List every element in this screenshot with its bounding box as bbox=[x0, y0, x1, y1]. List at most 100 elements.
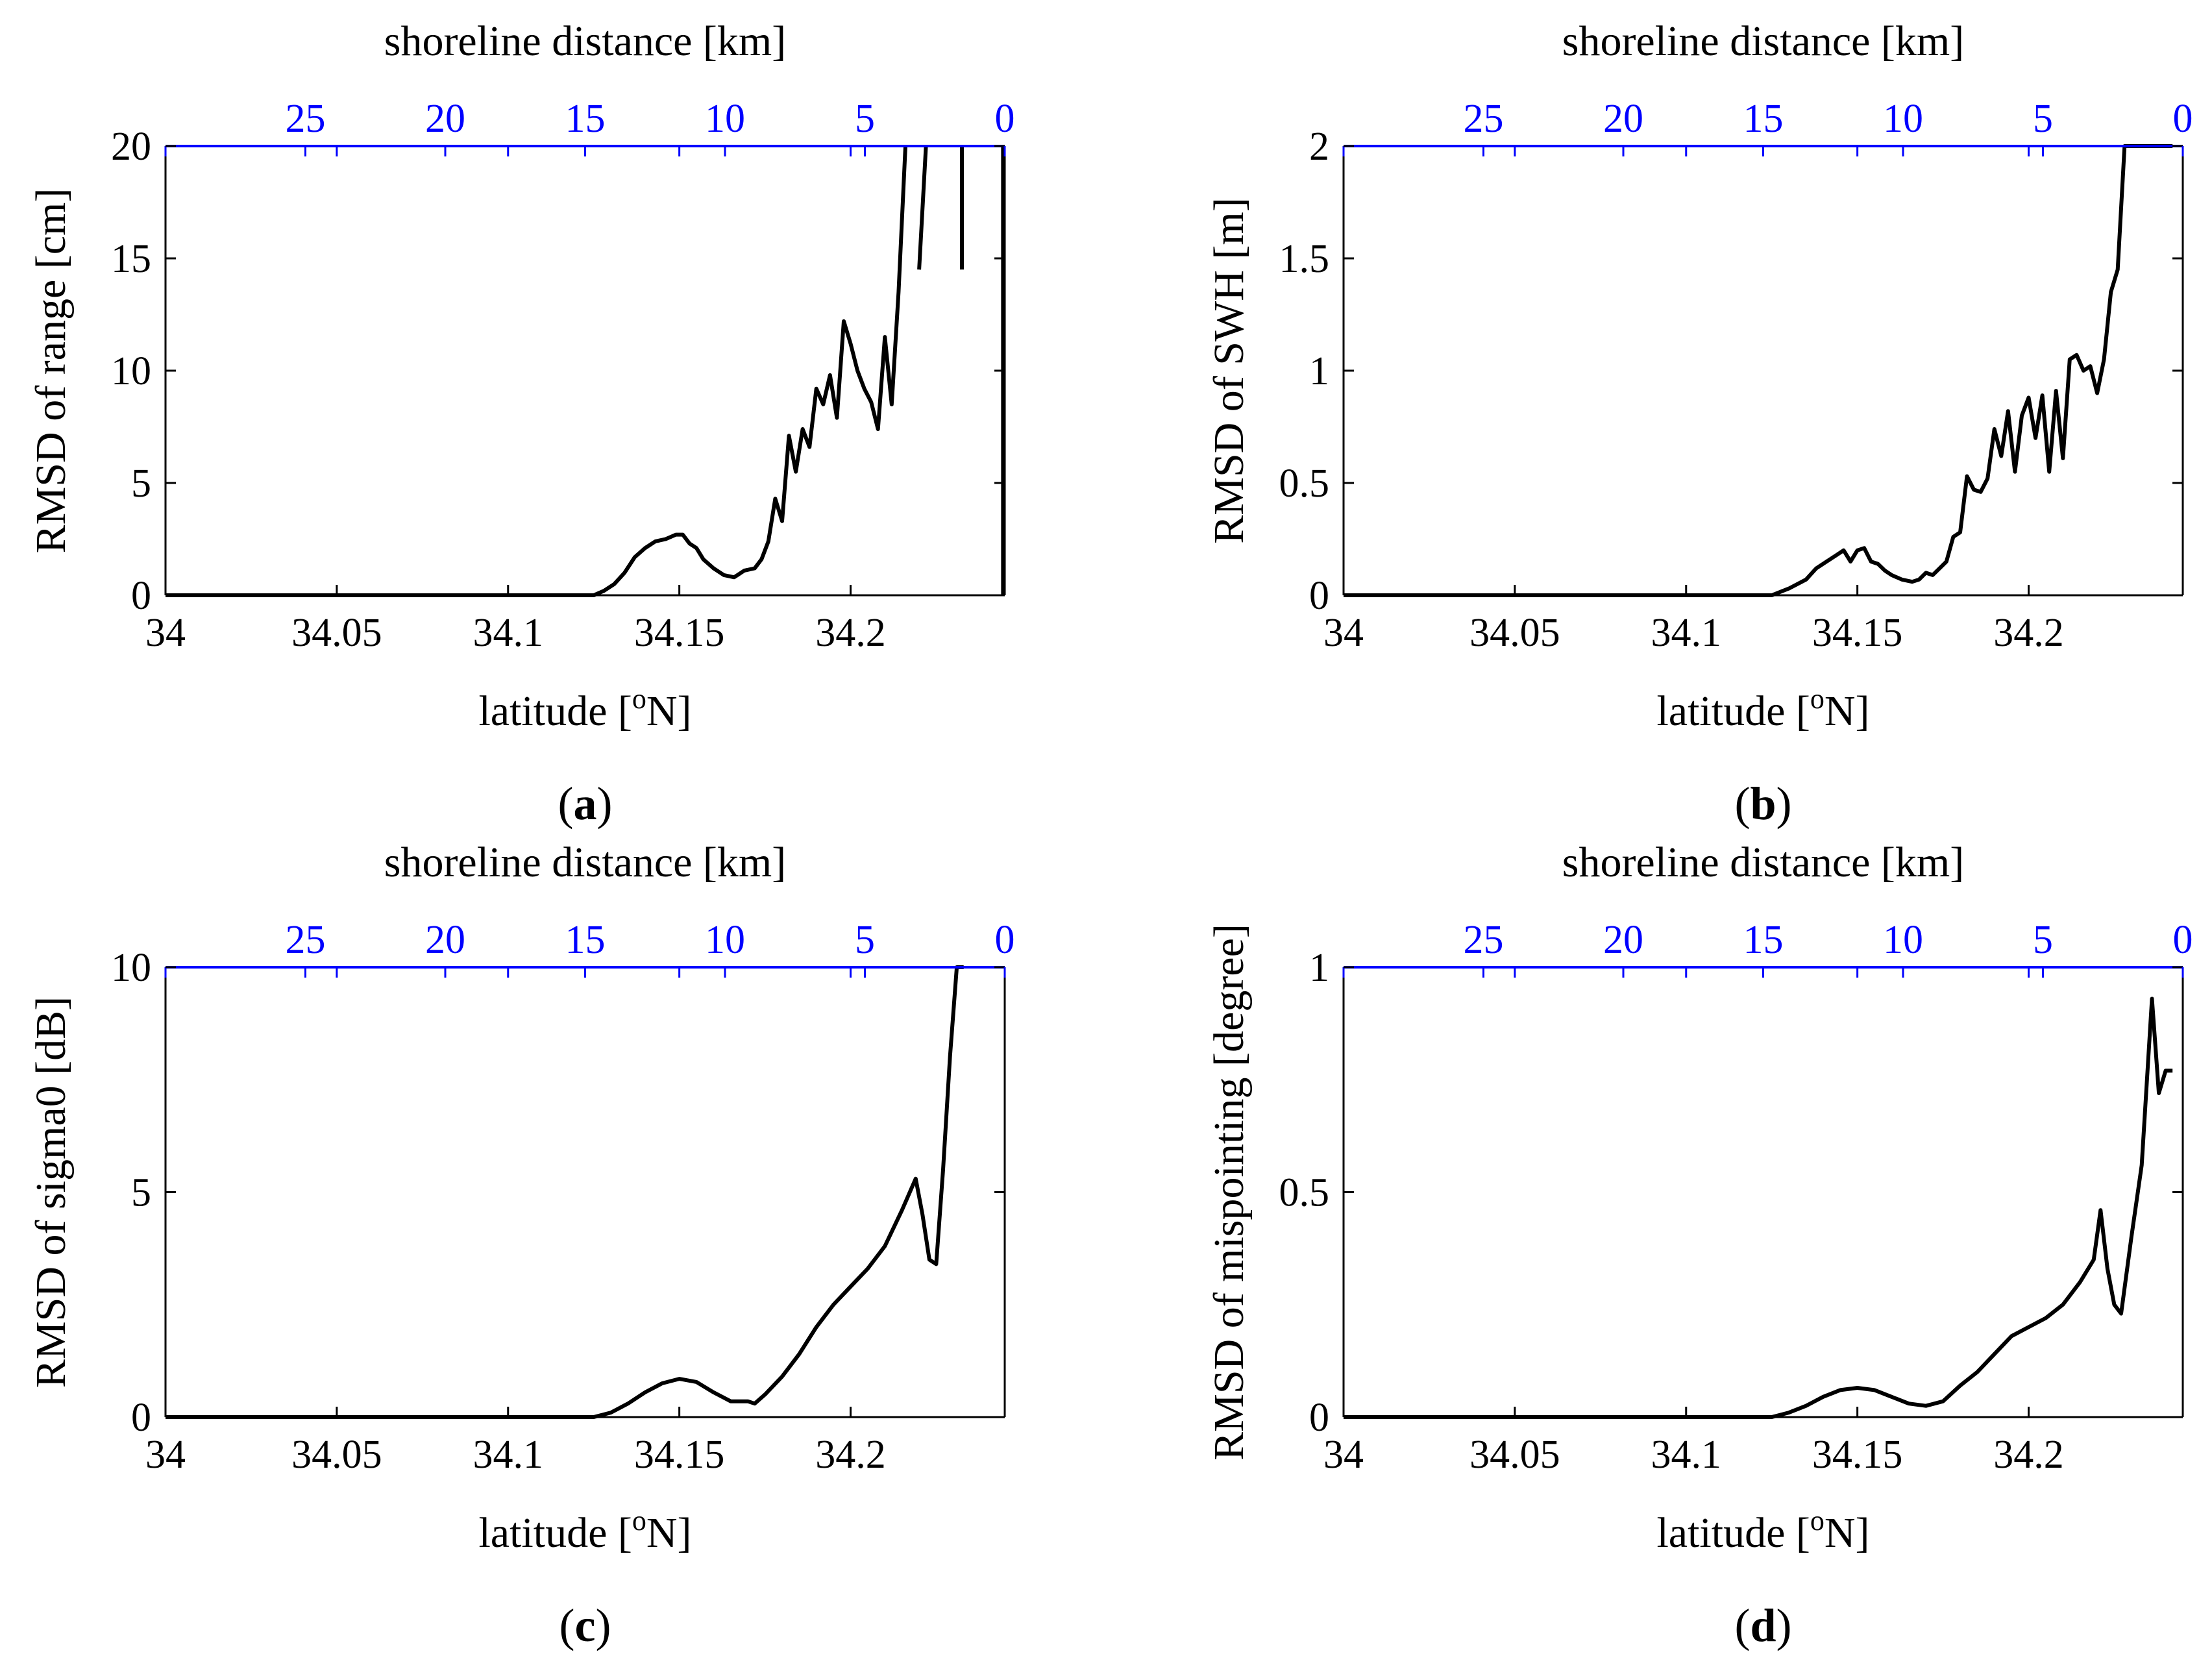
top-x-tick-label: 15 bbox=[1743, 918, 1784, 962]
x-axis-title-unit: N] bbox=[1825, 1509, 1870, 1557]
y-tick-label: 1 bbox=[1309, 946, 1329, 990]
x-axis-title: latitude [oN] bbox=[1656, 1505, 1869, 1557]
x-tick-label: 34.2 bbox=[815, 611, 886, 655]
y-tick-label: 0 bbox=[1309, 574, 1329, 618]
x-tick-label: 34.1 bbox=[1651, 1433, 1722, 1477]
panel-label-close: ) bbox=[1776, 778, 1792, 830]
series-line-RMSD of sigma0 bbox=[166, 965, 964, 1419]
y-tick-label: 15 bbox=[111, 237, 151, 281]
y-axis-title: RMSD of SWH [m] bbox=[1205, 197, 1253, 544]
top-x-tick-label: 25 bbox=[1464, 918, 1504, 962]
top-x-tick-label: 5 bbox=[2033, 918, 2053, 962]
y-tick-label: 10 bbox=[111, 349, 151, 393]
panel-label-open: ( bbox=[558, 778, 574, 830]
top-x-tick-label: 10 bbox=[705, 918, 745, 962]
y-tick-label: 0.5 bbox=[1279, 462, 1330, 506]
top-x-tick-label: 10 bbox=[1883, 918, 1923, 962]
y-tick-label: 2 bbox=[1309, 125, 1329, 169]
panel-label-open: ( bbox=[1734, 778, 1750, 830]
panel-label-open: ( bbox=[559, 1599, 575, 1651]
x-tick-label: 34 bbox=[145, 611, 186, 655]
panel-a: 34 34.05 34.1 34.15 34.2 0 5 10 15 20 25 20 15 10 5 0 sh… bbox=[27, 18, 1015, 830]
panel-label-letter: c bbox=[575, 1599, 596, 1651]
top-x-tick-label: 15 bbox=[565, 97, 606, 141]
top-axis-title: shoreline distance [km] bbox=[1562, 839, 1964, 886]
panel-label: (a) bbox=[558, 778, 613, 830]
panel-label: (c) bbox=[559, 1599, 611, 1651]
top-x-tick-label: 0 bbox=[995, 97, 1015, 141]
top-x-tick-label: 15 bbox=[1743, 97, 1784, 141]
y-tick-label: 20 bbox=[111, 125, 151, 169]
x-axis-title-superscript: o bbox=[1810, 683, 1825, 715]
y-tick-label: 10 bbox=[111, 946, 151, 990]
x-tick-label: 34.1 bbox=[473, 611, 544, 655]
top-axis-title: shoreline distance [km] bbox=[384, 839, 786, 886]
x-tick-label: 34.15 bbox=[1812, 1433, 1903, 1477]
x-tick-label: 34.05 bbox=[291, 1433, 382, 1477]
series-line-RMSD of mispointing bbox=[1344, 996, 2173, 1419]
panel-d: 34 34.05 34.1 34.15 34.2 0 0.5 1 25 20 15 10 5 0 shore… bbox=[1205, 839, 2193, 1651]
panel-label-letter: d bbox=[1750, 1599, 1776, 1651]
x-tick-label: 34.2 bbox=[1993, 611, 2064, 655]
top-axis-title: shoreline distance [km] bbox=[384, 18, 786, 65]
top-axis-title: shoreline distance [km] bbox=[1562, 18, 1964, 65]
y-tick-label: 1 bbox=[1309, 349, 1329, 393]
x-axis-title: latitude [oN] bbox=[478, 683, 691, 735]
y-axis-title: RMSD of mispointing [degree] bbox=[1205, 924, 1253, 1461]
x-axis-title: latitude [oN] bbox=[1656, 683, 1869, 735]
x-tick-label: 34.2 bbox=[1993, 1433, 2064, 1477]
x-tick-label: 34.05 bbox=[1469, 1433, 1560, 1477]
y-axis-title: RMSD of range [cm] bbox=[27, 188, 75, 554]
x-axis-title-superscript: o bbox=[632, 1505, 646, 1537]
x-tick-label: 34.1 bbox=[1651, 611, 1722, 655]
panel-label: (d) bbox=[1734, 1599, 1791, 1651]
top-x-tick-label: 0 bbox=[2173, 918, 2193, 962]
panel-label-close: ) bbox=[595, 1599, 611, 1651]
panel-label-close: ) bbox=[1776, 1599, 1792, 1651]
x-tick-label: 34.05 bbox=[1469, 611, 1560, 655]
x-tick-label: 34.15 bbox=[634, 611, 725, 655]
panel-label: (b) bbox=[1734, 778, 1791, 830]
x-tick-label: 34.05 bbox=[291, 611, 382, 655]
series-line-RMSD of range bbox=[166, 145, 928, 597]
top-x-tick-label: 5 bbox=[2033, 97, 2053, 141]
y-tick-label: 0 bbox=[131, 574, 151, 618]
top-x-tick-label: 15 bbox=[565, 918, 606, 962]
panel-c: 34 34.05 34.1 34.15 34.2 0 5 10 25 20 15 10 5 0 shorel… bbox=[27, 839, 1015, 1651]
x-axis-title-unit: N] bbox=[646, 687, 692, 735]
top-x-tick-label: 20 bbox=[1603, 918, 1643, 962]
x-axis-title-unit: N] bbox=[646, 1509, 692, 1557]
top-x-tick-label: 20 bbox=[1603, 97, 1643, 141]
top-x-tick-label: 0 bbox=[2173, 97, 2193, 141]
top-x-tick-label: 10 bbox=[1883, 97, 1923, 141]
x-axis-title-text: latitude [ bbox=[478, 1509, 632, 1557]
x-axis-title-text: latitude [ bbox=[1656, 1509, 1810, 1557]
x-tick-label: 34 bbox=[1323, 611, 1364, 655]
top-x-tick-label: 0 bbox=[995, 918, 1015, 962]
top-x-tick-label: 20 bbox=[425, 97, 465, 141]
x-axis-title-text: latitude [ bbox=[1656, 687, 1810, 735]
x-axis-title: latitude [oN] bbox=[478, 1505, 691, 1557]
y-tick-label: 0.5 bbox=[1279, 1171, 1330, 1215]
x-axis-title-text: latitude [ bbox=[478, 687, 632, 735]
top-x-tick-label: 10 bbox=[705, 97, 745, 141]
panel-label-letter: b bbox=[1750, 778, 1776, 830]
x-tick-label: 34.15 bbox=[1812, 611, 1903, 655]
panel-label-close: ) bbox=[597, 778, 613, 830]
top-x-tick-label: 25 bbox=[1464, 97, 1504, 141]
x-tick-label: 34 bbox=[1323, 1433, 1364, 1477]
x-tick-label: 34.1 bbox=[473, 1433, 544, 1477]
y-tick-label: 0 bbox=[1309, 1396, 1329, 1440]
series-line-RMSD of SWH bbox=[1344, 144, 2173, 597]
y-axis-title: RMSD of sigma0 [dB] bbox=[27, 996, 75, 1388]
panel-label-open: ( bbox=[1734, 1599, 1750, 1651]
top-x-tick-label: 5 bbox=[855, 918, 875, 962]
y-tick-label: 0 bbox=[131, 1396, 151, 1440]
y-tick-label: 1.5 bbox=[1279, 237, 1330, 281]
x-axis-title-unit: N] bbox=[1825, 687, 1870, 735]
panel-b: 34 34.05 34.1 34.15 34.2 0 0.5 1 1.5 2 25 20 15 10 5 0 s… bbox=[1205, 18, 2193, 830]
panel-label-letter: a bbox=[574, 778, 597, 830]
x-tick-label: 34.15 bbox=[634, 1433, 725, 1477]
x-tick-label: 34 bbox=[145, 1433, 186, 1477]
x-tick-label: 34.2 bbox=[815, 1433, 886, 1477]
